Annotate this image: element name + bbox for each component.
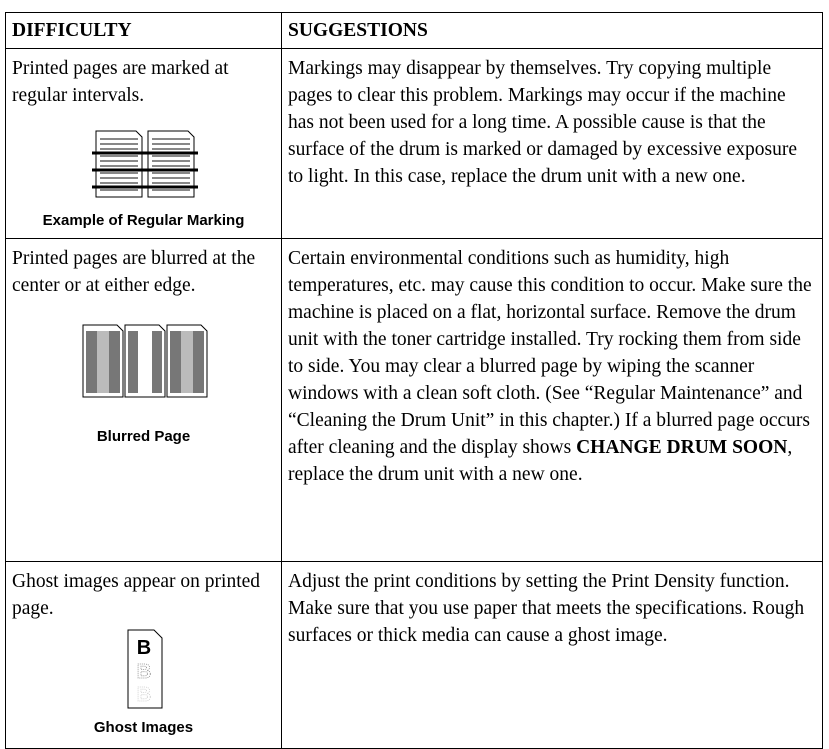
difficulty-text: Ghost images appear on printed page. bbox=[12, 571, 261, 619]
header-cell: DIFFICULTY bbox=[5, 12, 282, 49]
suggestion-cell: Markings may disappear by themselves. Tr… bbox=[281, 48, 823, 239]
suggestion-cell: Adjust the print conditions by setting t… bbox=[281, 561, 823, 749]
figure-caption: Blurred Page bbox=[96, 428, 191, 445]
display-message: CHANGE DRUM SOON bbox=[576, 437, 788, 458]
svg-text:B: B bbox=[136, 661, 150, 683]
suggestion-text: , replace the drum unit with a new one. bbox=[288, 437, 793, 485]
blurred-illustration bbox=[82, 324, 207, 398]
header-cell: SUGGESTIONS bbox=[281, 12, 823, 49]
svg-text:B: B bbox=[136, 684, 150, 706]
svg-text:B: B bbox=[136, 637, 150, 659]
difficulty-cell: Printed pages are marked at regular inte… bbox=[5, 48, 282, 239]
figure-caption: Example of Regular Marking bbox=[42, 212, 245, 229]
suggestion-cell: Certain environmental conditions such as… bbox=[281, 238, 823, 562]
suggestion-text: Certain environmental conditions such as… bbox=[288, 248, 812, 458]
figure-caption: Ghost Images bbox=[93, 719, 194, 736]
ghost-illustration: B B B bbox=[127, 629, 162, 709]
difficulty-cell: Ghost images appear on printed page. B B… bbox=[5, 561, 282, 749]
marking-illustration bbox=[91, 130, 198, 198]
suggestion-text: Markings may disappear by themselves. Tr… bbox=[288, 58, 797, 187]
suggestion-text: Adjust the print conditions by setting t… bbox=[288, 571, 805, 646]
difficulty-text: Printed pages are blurred at the center … bbox=[12, 248, 256, 296]
troubleshooting-table: DIFFICULTY SUGGESTIONS Printed pages are… bbox=[5, 12, 823, 749]
difficulty-text: Printed pages are marked at regular inte… bbox=[12, 58, 229, 106]
difficulty-cell: Printed pages are blurred at the center … bbox=[5, 238, 282, 562]
